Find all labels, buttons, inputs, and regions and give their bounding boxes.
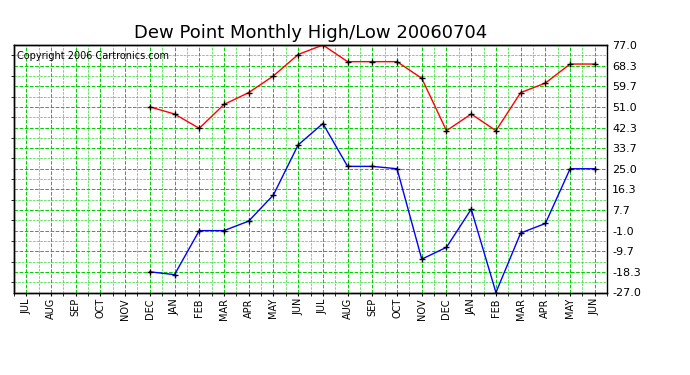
Text: Copyright 2006 Cartronics.com: Copyright 2006 Cartronics.com: [17, 51, 169, 61]
Title: Dew Point Monthly High/Low 20060704: Dew Point Monthly High/Low 20060704: [134, 24, 487, 42]
